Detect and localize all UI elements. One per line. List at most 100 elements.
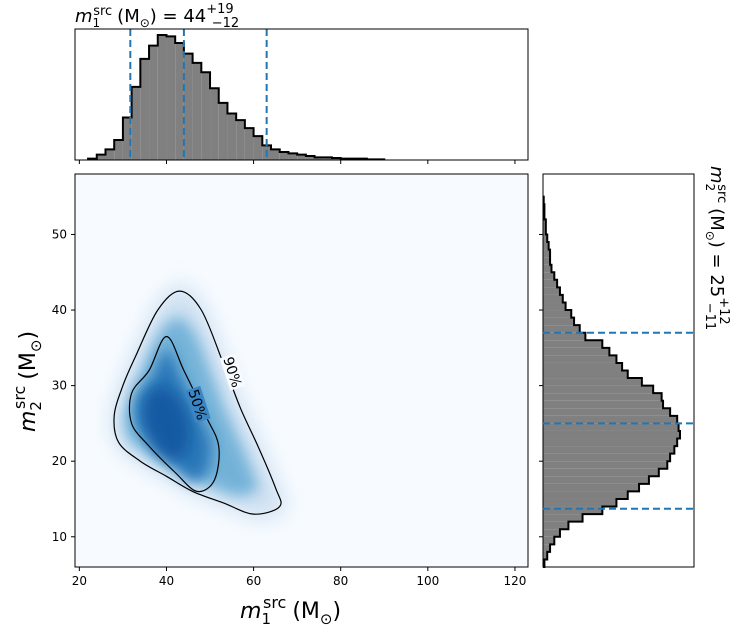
top-hist-bar [140,58,150,160]
x-tick-label: 20 [72,574,87,588]
right-hist-bar [543,461,668,469]
right-hist-bar [543,279,558,288]
top-hist-bar [157,35,167,160]
top-hist-bar [192,62,202,160]
top-hist-bar [279,152,289,160]
top-hist-bar [175,42,184,160]
right-hist-bar [543,362,623,371]
right-hist-bar [543,272,555,280]
right-hist-bar [543,521,569,530]
top-hist-bar [96,154,106,160]
top-hist-bar [305,156,315,160]
right-hist-bar [543,378,642,386]
right-hist-bar [543,310,572,318]
x-tick-label: 80 [333,574,348,588]
right-hist-bar [543,325,580,333]
contour-label-bg-90 [219,353,246,391]
right-hist-bar [543,438,678,447]
top-hist-bar [323,157,332,160]
right-hist-bar [543,476,649,484]
top-hist-bar [131,86,141,160]
top-marginal-title: m1src (M⊙) = 44+19 −12 [75,2,239,31]
y-tick-label: 10 [52,530,67,544]
top-hist-bar [271,149,280,160]
top-hist-bar [253,136,263,160]
right-hist-bar [543,498,617,507]
right-hist-bar [543,257,551,265]
right-hist-bar [543,249,551,258]
top-hist-bar [314,157,324,160]
right-hist-bar [543,242,549,250]
right-hist-bar [543,287,560,295]
top-histogram [87,34,386,161]
y-tick-label: 20 [52,454,67,468]
x-tick-label: 60 [246,574,261,588]
top-hist-bar [183,53,193,160]
right-hist-bar [543,226,546,235]
x-tick-label: 120 [503,574,526,588]
contour-50 [128,335,220,493]
right-hist-bar [543,400,664,409]
right-marginal-panel [539,173,695,568]
top-hist-bar [114,140,123,160]
right-hist-bar [543,393,662,401]
right-hist-bar [543,514,583,522]
top-hist-bar [227,113,237,160]
right-quantile-lines [543,331,694,510]
y-tick-label: 50 [52,227,67,241]
right-hist-bar [543,544,551,552]
contour-90 [113,290,282,515]
right-hist-bar [543,415,678,424]
right-hist-bar [543,370,628,379]
right-hist-bar [543,302,566,311]
top-hist-outline [87,34,386,161]
y-axis-label: m2src(M⊙) [10,331,45,432]
right-hist-bar [543,491,628,499]
top-hist-bar [297,154,306,160]
top-x-ticks [78,160,516,164]
x-tick-label: 100 [416,574,439,588]
right-hist-bar [543,446,675,454]
top-hist-bar [201,72,211,160]
right-hist-bar [543,385,654,394]
top-hist-bar [218,102,228,160]
top-marginal-panel [74,28,529,164]
joint-x-ticks: 20 40 60 80 100 120 [72,567,526,588]
top-hist-bar [105,149,115,160]
right-hist-bar [543,483,640,492]
right-hist-bar [543,264,552,273]
right-hist-bar [543,551,548,560]
x-axis-label: m1src (M⊙) [240,593,341,628]
right-histogram [542,195,681,568]
y-tick-label: 30 [52,379,67,393]
right-hist-bar [543,506,603,515]
top-hist-bar [166,36,176,160]
right-marginal-title: m2src(M⊙) = 25+12−11 [702,166,731,330]
right-hist-bar [543,536,555,545]
right-hist-bar [543,529,560,537]
top-hist-bar [122,117,132,160]
top-hist-bar [149,45,158,160]
y-tick-label: 40 [52,303,67,317]
right-hist-bar [543,234,548,243]
right-hist-bar [543,317,575,326]
top-hist-bar [210,88,219,160]
x-tick-label: 40 [159,574,174,588]
right-hist-outline [542,195,681,568]
density-core [143,386,190,461]
right-hist-bar [543,332,586,341]
right-hist-bar [543,408,671,416]
right-hist-bar [543,355,617,363]
right-hist-bar [543,423,679,431]
contour-label-bg-50 [184,385,211,424]
right-hist-bar [543,430,680,439]
top-hist-bar [244,128,254,160]
right-hist-bar [543,340,603,348]
right-hist-bar [543,294,563,303]
right-hist-bar [543,468,659,477]
right-hist-bar [543,453,671,462]
right-hist-bar [543,347,610,356]
right-hist-bar [543,219,546,227]
